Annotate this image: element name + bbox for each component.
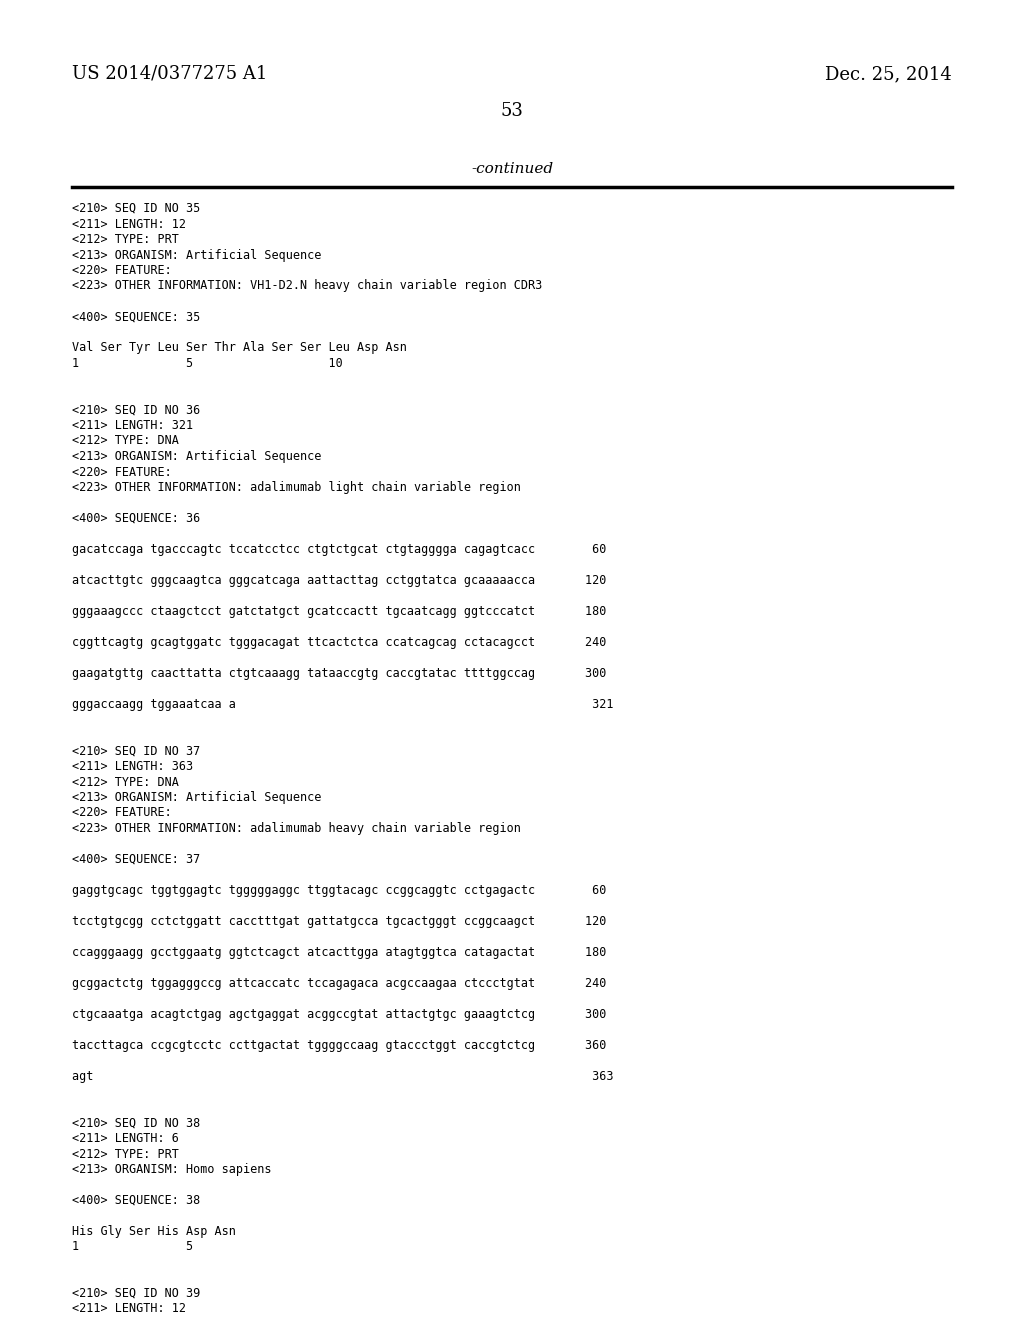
Text: atcacttgtc gggcaagtca gggcatcaga aattacttag cctggtatca gcaaaaacca       120: atcacttgtc gggcaagtca gggcatcaga aattact… [72, 574, 606, 587]
Text: gaagatgttg caacttatta ctgtcaaagg tataaccgtg caccgtatac ttttggccag       300: gaagatgttg caacttatta ctgtcaaagg tataacc… [72, 667, 606, 680]
Text: <213> ORGANISM: Homo sapiens: <213> ORGANISM: Homo sapiens [72, 1163, 271, 1176]
Text: 1               5                   10: 1 5 10 [72, 356, 343, 370]
Text: Val Ser Tyr Leu Ser Thr Ala Ser Ser Leu Asp Asn: Val Ser Tyr Leu Ser Thr Ala Ser Ser Leu … [72, 342, 407, 355]
Text: <210> SEQ ID NO 39: <210> SEQ ID NO 39 [72, 1287, 201, 1300]
Text: gggaaagccc ctaagctcct gatctatgct gcatccactt tgcaatcagg ggtcccatct       180: gggaaagccc ctaagctcct gatctatgct gcatcca… [72, 605, 606, 618]
Text: <220> FEATURE:: <220> FEATURE: [72, 264, 172, 277]
Text: <223> OTHER INFORMATION: VH1-D2.N heavy chain variable region CDR3: <223> OTHER INFORMATION: VH1-D2.N heavy … [72, 280, 543, 293]
Text: <400> SEQUENCE: 36: <400> SEQUENCE: 36 [72, 512, 201, 525]
Text: gacatccaga tgacccagtc tccatcctcc ctgtctgcat ctgtagggga cagagtcacc        60: gacatccaga tgacccagtc tccatcctcc ctgtctg… [72, 543, 606, 556]
Text: <211> LENGTH: 12: <211> LENGTH: 12 [72, 1303, 186, 1316]
Text: ccagggaagg gcctggaatg ggtctcagct atcacttgga atagtggtca catagactat       180: ccagggaagg gcctggaatg ggtctcagct atcactt… [72, 946, 606, 960]
Text: <210> SEQ ID NO 36: <210> SEQ ID NO 36 [72, 404, 201, 417]
Text: gggaccaagg tggaaatcaa a                                                  321: gggaccaagg tggaaatcaa a 321 [72, 698, 613, 711]
Text: <213> ORGANISM: Artificial Sequence: <213> ORGANISM: Artificial Sequence [72, 248, 322, 261]
Text: <211> LENGTH: 321: <211> LENGTH: 321 [72, 418, 194, 432]
Text: <223> OTHER INFORMATION: adalimumab heavy chain variable region: <223> OTHER INFORMATION: adalimumab heav… [72, 822, 521, 836]
Text: <400> SEQUENCE: 35: <400> SEQUENCE: 35 [72, 310, 201, 323]
Text: <213> ORGANISM: Artificial Sequence: <213> ORGANISM: Artificial Sequence [72, 450, 322, 463]
Text: agt                                                                      363: agt 363 [72, 1071, 613, 1082]
Text: Dec. 25, 2014: Dec. 25, 2014 [825, 65, 952, 83]
Text: <212> TYPE: PRT: <212> TYPE: PRT [72, 234, 179, 246]
Text: <220> FEATURE:: <220> FEATURE: [72, 466, 172, 479]
Text: gcggactctg tggagggccg attcaccatc tccagagaca acgccaagaa ctccctgtat       240: gcggactctg tggagggccg attcaccatc tccagag… [72, 977, 606, 990]
Text: <223> OTHER INFORMATION: adalimumab light chain variable region: <223> OTHER INFORMATION: adalimumab ligh… [72, 480, 521, 494]
Text: gaggtgcagc tggtggagtc tgggggaggc ttggtacagc ccggcaggtc cctgagactc        60: gaggtgcagc tggtggagtc tgggggaggc ttggtac… [72, 884, 606, 898]
Text: <212> TYPE: PRT: <212> TYPE: PRT [72, 1147, 179, 1160]
Text: -continued: -continued [471, 162, 553, 176]
Text: <213> ORGANISM: Artificial Sequence: <213> ORGANISM: Artificial Sequence [72, 791, 322, 804]
Text: tcctgtgcgg cctctggatt cacctttgat gattatgcca tgcactgggt ccggcaagct       120: tcctgtgcgg cctctggatt cacctttgat gattatg… [72, 915, 606, 928]
Text: ctgcaaatga acagtctgag agctgaggat acggccgtat attactgtgc gaaagtctcg       300: ctgcaaatga acagtctgag agctgaggat acggccg… [72, 1008, 606, 1020]
Text: cggttcagtg gcagtggatc tgggacagat ttcactctca ccatcagcag cctacagcct       240: cggttcagtg gcagtggatc tgggacagat ttcactc… [72, 636, 606, 649]
Text: <210> SEQ ID NO 38: <210> SEQ ID NO 38 [72, 1117, 201, 1130]
Text: 53: 53 [501, 102, 523, 120]
Text: taccttagca ccgcgtcctc ccttgactat tggggccaag gtaccctggt caccgtctcg       360: taccttagca ccgcgtcctc ccttgactat tggggcc… [72, 1039, 606, 1052]
Text: US 2014/0377275 A1: US 2014/0377275 A1 [72, 65, 267, 83]
Text: <210> SEQ ID NO 37: <210> SEQ ID NO 37 [72, 744, 201, 758]
Text: <220> FEATURE:: <220> FEATURE: [72, 807, 172, 820]
Text: <210> SEQ ID NO 35: <210> SEQ ID NO 35 [72, 202, 201, 215]
Text: <400> SEQUENCE: 37: <400> SEQUENCE: 37 [72, 853, 201, 866]
Text: His Gly Ser His Asp Asn: His Gly Ser His Asp Asn [72, 1225, 236, 1238]
Text: <212> TYPE: DNA: <212> TYPE: DNA [72, 434, 179, 447]
Text: <211> LENGTH: 12: <211> LENGTH: 12 [72, 218, 186, 231]
Text: <400> SEQUENCE: 38: <400> SEQUENCE: 38 [72, 1195, 201, 1206]
Text: <211> LENGTH: 6: <211> LENGTH: 6 [72, 1133, 179, 1144]
Text: <212> TYPE: DNA: <212> TYPE: DNA [72, 776, 179, 788]
Text: <211> LENGTH: 363: <211> LENGTH: 363 [72, 760, 194, 774]
Text: 1               5: 1 5 [72, 1241, 194, 1254]
